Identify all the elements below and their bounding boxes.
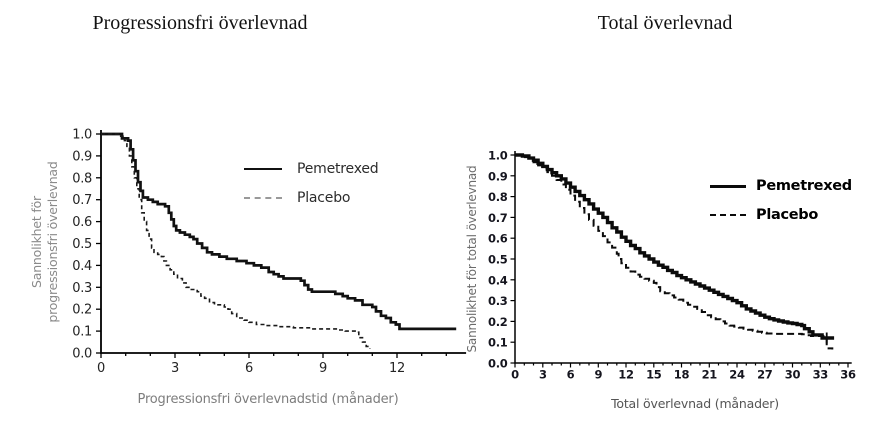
y-tick-label: 0.1 [488,336,508,350]
placebo-dashed-line-sample [710,214,746,216]
x-tick-label: 15 [646,368,662,382]
pemetrexed-solid-line-sample [244,168,282,170]
y-tick-label: 0.0 [72,347,92,362]
y-tick-label: 0.8 [488,190,508,204]
y-tick-label: 0.4 [72,259,92,274]
y-tick-label: 0.4 [488,273,508,287]
pfs-y-axis-label-line1: Sannolikhet för [29,196,44,288]
x-tick-label: 27 [757,368,773,382]
x-tick-label: 30 [785,368,801,382]
os-chart-title: Total överlevnad [597,12,733,34]
x-tick-label: 12 [618,368,633,382]
x-tick-label: 12 [389,361,405,376]
y-tick-label: 0.5 [488,253,508,267]
x-tick-label: 6 [567,368,575,382]
os-plot-svg: 0.00.10.20.30.40.50.60.70.80.91.00 3 6 9 12 1… [488,149,856,382]
x-tick-label: 0 [511,368,519,382]
pemetrexed-survival-curve [101,132,457,331]
y-tick-label: 0.3 [488,294,508,308]
y-tick-label: 0.9 [72,149,92,164]
y-tick-label: 0.9 [488,169,508,183]
y-tick-label: 0.0 [488,357,508,371]
os-y-axis-label: Sannolikhet för total överlevnad [465,165,479,353]
y-tick-label: 0.6 [488,232,508,246]
y-tick-label: 1.0 [488,149,508,163]
x-tick-label: 0 [97,361,105,376]
x-tick-label: 9 [594,368,602,382]
pfs-plot-svg: 0.0 0.1 0.2 0.3 0.4 0.5 0.6 0.7 0.8 0.9 1.0 0 3 6 9 12 [72,128,467,376]
pfs-legend: Pemetrexed Placebo [244,158,379,209]
placebo-survival-curve [101,133,371,349]
os-chart: 0.0 0.1 0.2 0.3 0.4 0.5 0.6 0.7 0.8 0.9 1.0 0 3 6 9 12 1… [460,140,889,425]
y-tick-label: 0.8 [72,171,92,186]
x-tick-label: 18 [674,368,690,382]
x-tick-label: 24 [729,368,745,382]
y-tick-label: 0.7 [488,211,508,225]
x-tick-label: 33 [813,368,829,382]
x-tick-label: 21 [702,368,718,382]
pfs-x-axis-label: Progressionsfri överlevnadstid (månader) [137,392,399,407]
pfs-legend-row-pemetrexed: Pemetrexed [244,158,379,180]
y-tick-label: 0.2 [72,303,92,318]
y-tick-label: 0.6 [72,215,92,230]
os-legend: Pemetrexed Placebo [710,175,852,226]
y-tick-label: 1.0 [72,128,92,143]
pemetrexed-survival-curve [515,153,835,340]
x-tick-label: 6 [245,361,253,376]
os-legend-label-pemetrexed: Pemetrexed [756,178,852,194]
placebo-survival-curve [515,154,834,350]
pfs-legend-label-pemetrexed: Pemetrexed [297,161,379,177]
pfs-chart: 0.0 0.1 0.2 0.3 0.4 0.5 0.6 0.7 0.8 0.9 1.0 0 3 6 9 12 … [18,120,488,422]
x-tick-label: 3 [171,361,179,376]
y-tick-label: 0.7 [72,193,92,208]
os-legend-row-pemetrexed: Pemetrexed [710,175,852,197]
os-legend-row-placebo: Placebo [710,204,852,226]
pfs-legend-row-placebo: Placebo [244,187,378,209]
y-tick-label: 0.3 [72,281,92,296]
pfs-y-axis-label: Sannolikhet för progressionsfri överlevn… [29,132,61,352]
x-tick-label: 3 [539,368,547,382]
y-tick-label: 0.2 [488,315,507,329]
pemetrexed-solid-line-sample [710,184,746,188]
x-tick-label: 36 [840,368,856,382]
placebo-dashed-line-sample [244,197,282,199]
x-tick-label: 9 [319,361,327,376]
os-x-axis-label: Total överlevnad (månader) [611,396,779,411]
pfs-legend-label-placebo: Placebo [297,190,351,206]
pfs-y-axis-label-line2: progressionsfri överlevnad [45,161,60,323]
y-tick-label: 0.5 [72,237,92,252]
y-tick-label: 0.1 [72,325,92,340]
pfs-chart-title: Progressionsfri överlevnad [92,12,308,34]
os-legend-label-placebo: Placebo [756,207,819,223]
